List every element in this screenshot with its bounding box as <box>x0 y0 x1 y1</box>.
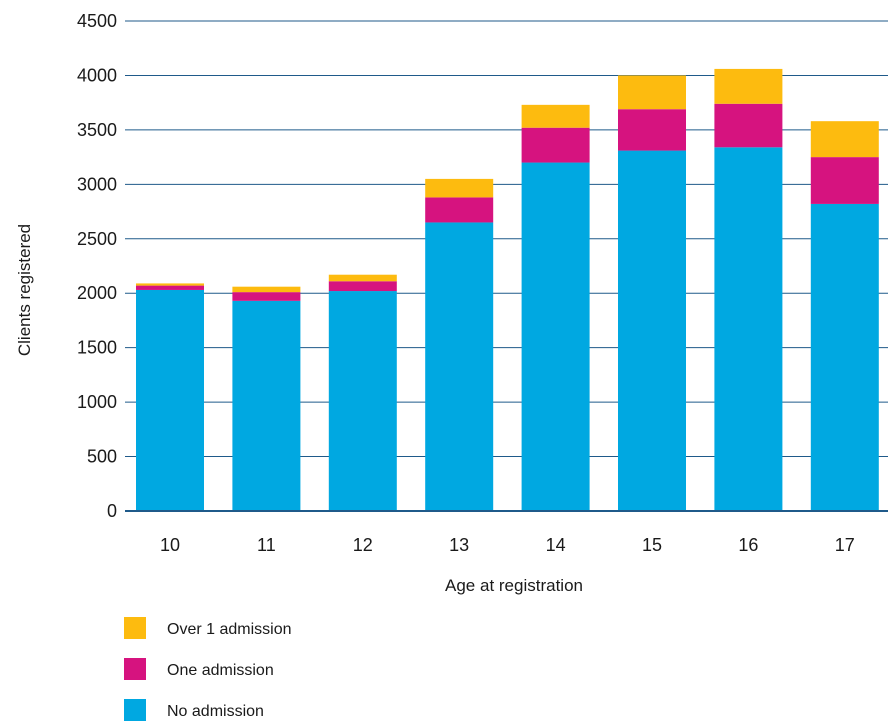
bar-segment-no-admission <box>328 291 397 511</box>
y-axis-title: Clients registered <box>15 224 34 356</box>
legend-swatch <box>124 617 146 639</box>
x-tick-label: 13 <box>449 535 469 555</box>
bar-segment-over-1-admission <box>232 286 301 293</box>
bars <box>136 68 879 512</box>
bar-segment-over-1-admission <box>521 104 590 128</box>
bar-segment-one-admission <box>810 157 879 204</box>
bar-segment-over-1-admission <box>328 274 397 282</box>
bar-segment-one-admission <box>136 285 204 290</box>
bar-segment-no-admission <box>618 150 686 512</box>
legend-swatch <box>124 699 146 721</box>
bar-segment-over-1-admission <box>425 178 494 198</box>
bar-segment-over-1-admission <box>714 68 783 104</box>
x-axis-tick-labels: 10 11 12 13 14 15 16 17 <box>160 535 855 555</box>
legend: Over 1 admission One admission No admissio… <box>124 617 292 721</box>
bar-segment-one-admission <box>618 109 686 151</box>
bar-segment-no-admission <box>425 222 494 511</box>
y-tick-label: 4500 <box>77 11 117 31</box>
bar-segment-one-admission <box>425 197 494 223</box>
y-tick-label: 1500 <box>77 338 117 358</box>
x-axis-title: Age at registration <box>445 576 583 595</box>
y-tick-label: 2500 <box>77 229 117 249</box>
x-tick-label: 16 <box>738 535 758 555</box>
legend-label: Over 1 admission <box>167 621 292 638</box>
bar-segment-no-admission <box>136 289 204 511</box>
x-tick-label: 14 <box>546 535 566 555</box>
y-tick-label: 4000 <box>77 65 117 85</box>
y-tick-label: 2000 <box>77 283 117 303</box>
y-tick-label: 500 <box>87 447 117 467</box>
bar-segment-no-admission <box>232 300 301 511</box>
y-axis-tick-labels: 0 500 1000 1500 2000 2500 3000 3500 4000 4500 <box>77 11 117 521</box>
x-tick-label: 15 <box>642 535 662 555</box>
bar-segment-one-admission <box>521 127 590 163</box>
x-tick-label: 12 <box>353 535 373 555</box>
bar-segment-one-admission <box>232 292 301 301</box>
bar-segment-one-admission <box>328 281 397 292</box>
y-tick-label: 3000 <box>77 174 117 194</box>
x-tick-label: 10 <box>160 535 180 555</box>
bar-segment-no-admission <box>714 147 783 512</box>
legend-label: No admission <box>167 703 264 720</box>
bar-segment-one-admission <box>714 103 783 148</box>
bar-segment-over-1-admission <box>810 121 879 158</box>
y-tick-label: 0 <box>107 501 117 521</box>
x-tick-label: 11 <box>257 535 276 555</box>
y-tick-label: 3500 <box>77 120 117 140</box>
y-tick-label: 1000 <box>77 392 117 412</box>
bar-segment-over-1-admission <box>136 283 204 286</box>
bar-segment-no-admission <box>521 162 590 512</box>
bar-segment-over-1-admission <box>618 75 686 110</box>
bar-segment-no-admission <box>810 203 879 511</box>
legend-label: One admission <box>167 662 274 679</box>
x-tick-label: 17 <box>835 535 855 555</box>
legend-swatch <box>124 658 146 680</box>
